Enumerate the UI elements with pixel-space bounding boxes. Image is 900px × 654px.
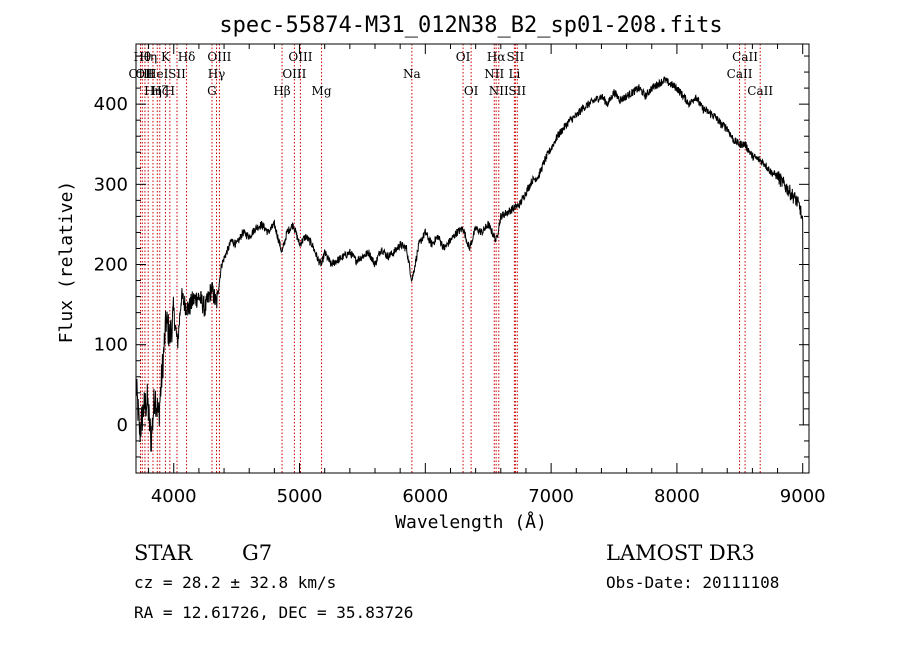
- line-label-12: Hγ: [208, 67, 226, 81]
- survey-label: LAMOST DR3: [606, 541, 755, 565]
- x-tick-label-4: 8000: [654, 486, 700, 507]
- object-class: STAR: [134, 541, 193, 565]
- line-label-2: OII: [135, 67, 155, 81]
- y-axis: 0 100 200 300 400: [94, 55, 809, 458]
- coordinates-text: RA = 12.61726, DEC = 35.83726: [134, 603, 413, 622]
- line-label-23: NII: [489, 84, 509, 98]
- line-label-27: CaII: [727, 67, 753, 81]
- object-subclass: G7: [242, 541, 272, 565]
- line-label-11: G: [207, 84, 217, 98]
- chart-title: spec-55874-M31_012N38_B2_sp01-208.fits: [219, 13, 722, 38]
- line-label-18: Na: [403, 67, 421, 81]
- line-label-25: SII: [507, 50, 525, 64]
- line-label-26: SII: [508, 84, 526, 98]
- x-tick-label-1: 5000: [277, 486, 323, 507]
- line-label-7: K: [161, 50, 171, 64]
- line-label-16: OIII: [288, 50, 312, 64]
- line-label-24: Li: [508, 67, 520, 81]
- y-tick-label-3: 300: [94, 174, 128, 195]
- line-label-8: H: [165, 84, 175, 98]
- line-label-21: NII: [484, 67, 504, 81]
- line-label-28: CaII: [732, 50, 758, 64]
- line-label-22: Hα: [487, 50, 506, 64]
- line-label-14: Hβ: [273, 84, 290, 98]
- y-axis-label: Flux (relative): [56, 181, 77, 344]
- line-label-19: OI: [456, 50, 471, 64]
- redshift-text: cz = 28.2 ± 32.8 km/s: [134, 573, 336, 592]
- line-label-6: Hζ: [151, 84, 168, 98]
- emission-line-markers: [140, 44, 761, 473]
- y-tick-label-4: 400: [94, 94, 128, 115]
- line-label-0: OIII: [128, 67, 152, 81]
- y-tick-label-0: 0: [117, 415, 128, 436]
- y-tick-label-1: 100: [94, 335, 128, 356]
- line-label-20: OI: [464, 84, 479, 98]
- line-label-4: Hη: [144, 84, 162, 98]
- x-axis-label: Wavelength (Å): [395, 511, 547, 533]
- line-label-1: Hθ: [133, 50, 151, 64]
- plot-frame: [135, 43, 810, 474]
- line-label-15: OIII: [282, 67, 306, 81]
- x-axis: 4000 5000 6000 7000 8000 9000: [148, 44, 826, 507]
- x-tick-label-3: 7000: [528, 486, 574, 507]
- line-label-17: Mg: [312, 84, 332, 98]
- obs-date-text: Obs-Date: 20111108: [606, 573, 779, 592]
- x-tick-label-2: 6000: [402, 486, 448, 507]
- emission-line-labels: OIII Hθ OII Hη Hη HeI Hζ K H SII Hδ G Hγ OIII Hβ OIII OI…: [128, 50, 773, 98]
- line-label-29: CaII: [747, 84, 773, 98]
- line-label-9: SII: [168, 67, 186, 81]
- spectrum-line: [135, 75, 804, 452]
- y-tick-label-2: 200: [94, 255, 128, 276]
- line-label-5: HeI: [146, 67, 169, 81]
- x-tick-label-0: 4000: [151, 486, 197, 507]
- line-label-3: Hη: [139, 50, 157, 64]
- line-label-10: Hδ: [178, 50, 196, 64]
- x-tick-label-5: 9000: [780, 486, 826, 507]
- line-label-13: OIII: [207, 50, 231, 64]
